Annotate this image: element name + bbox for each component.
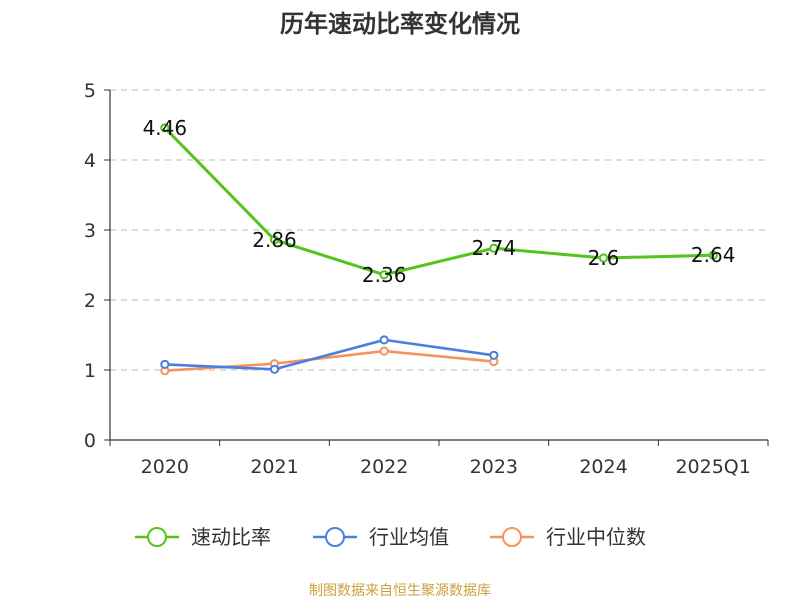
legend-label: 速动比率 (191, 525, 271, 549)
data-label: 2.36 (362, 263, 407, 287)
legend-label: 行业均值 (369, 525, 449, 549)
y-tick-label: 0 (84, 430, 96, 452)
data-point (598, 253, 609, 263)
data-point (269, 364, 280, 374)
x-tick-label: 2024 (579, 456, 627, 478)
series-line (163, 126, 715, 277)
source-note: 制图数据来自恒生聚源数据库 (309, 583, 491, 599)
data-point (708, 250, 718, 260)
x-tick-label: 2023 (470, 456, 518, 478)
data-label: 2.74 (472, 236, 517, 260)
data-point (489, 350, 499, 360)
x-tick-label: 2020 (141, 456, 189, 478)
legend-label: 行业中位数 (546, 525, 646, 549)
data-label: 2.86 (252, 228, 297, 252)
y-tick-label: 1 (84, 360, 96, 382)
data-labels: 4.46 2.86 2.36 2.74 2.6 2.64 (143, 116, 736, 287)
legend-marker (147, 527, 167, 547)
y-tick-label: 3 (84, 220, 96, 242)
legend-marker (325, 527, 345, 547)
legend: 速动比率 行业均值 行业中位数 (135, 525, 646, 549)
data-label: 4.46 (143, 116, 188, 140)
y-tick-label: 4 (84, 150, 96, 172)
series-lines (160, 123, 718, 376)
x-tick-label: 2021 (250, 456, 298, 478)
data-point (379, 270, 389, 280)
y-tick-label: 2 (84, 290, 96, 312)
data-point (379, 346, 389, 356)
x-tick-label: 2022 (360, 456, 408, 478)
x-tick-label: 2025Q1 (675, 456, 750, 478)
data-label: 2.64 (691, 243, 736, 267)
data-point (489, 243, 499, 253)
data-label: 2.6 (588, 246, 620, 270)
series-line (163, 338, 496, 371)
data-point (379, 335, 389, 345)
data-point (160, 359, 170, 369)
legend-marker (502, 527, 522, 547)
grid-lines (110, 89, 768, 371)
data-point (160, 123, 170, 133)
chart-title: 历年速动比率变化情况 (280, 10, 520, 38)
y-tick-label: 5 (84, 80, 96, 102)
axes: 0 1 2 3 4 5 2020 2021 2022 2023 2024 2025Q1 (84, 80, 769, 478)
data-point (269, 235, 280, 245)
